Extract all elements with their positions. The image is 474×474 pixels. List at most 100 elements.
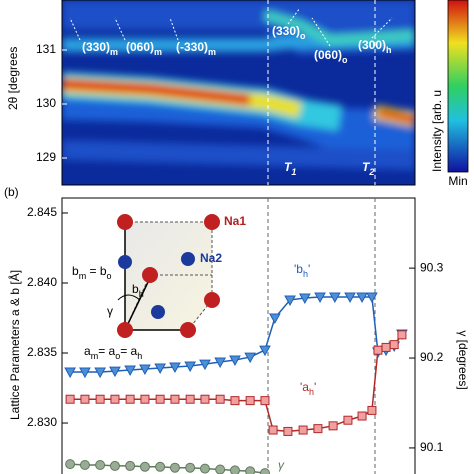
series-label-part: '	[314, 380, 316, 394]
y2-tick-label: 90.1	[420, 440, 444, 454]
inset-label-part: γ	[107, 304, 113, 318]
colorbar-min: Min	[448, 174, 467, 188]
y-tick-label: 131	[36, 42, 56, 56]
point	[268, 425, 278, 435]
point	[169, 362, 181, 374]
y-axis-label: Lattice Parameters a & b [Å]	[7, 270, 22, 420]
inset-label-sub: m	[79, 271, 87, 281]
series-label: 'ah'	[300, 380, 316, 397]
peak-label-sub: m	[154, 47, 162, 57]
y-tick-label: 2.835	[27, 345, 57, 359]
inset-label: γ	[107, 304, 113, 318]
peak-label: (330)o	[272, 24, 306, 41]
peak-label-part: (330)	[272, 24, 300, 38]
inset-label-part: Na1	[224, 214, 246, 228]
peak-label-sub: m	[110, 47, 118, 57]
point	[299, 293, 311, 305]
point	[269, 313, 281, 325]
y-axis-label: 2θ [degrees	[6, 47, 20, 110]
heatmap-image	[62, 0, 415, 185]
point	[154, 363, 166, 375]
peak-label-part: (-330)	[176, 40, 208, 54]
point	[298, 425, 308, 435]
peak-label-part: (330)	[82, 40, 110, 54]
inset-label-sub: h	[137, 351, 142, 361]
point	[367, 405, 377, 415]
colorbar	[447, 0, 469, 173]
y2-axis-label: γ [degrees]	[456, 330, 470, 389]
inset-label-part: = a	[120, 344, 137, 358]
point	[109, 366, 121, 378]
point	[79, 460, 90, 471]
point	[94, 367, 106, 379]
series-label: γ	[278, 458, 285, 472]
point	[169, 462, 180, 473]
point	[229, 465, 240, 474]
point	[314, 292, 326, 304]
inset-label: Na2	[200, 251, 222, 265]
point	[284, 295, 296, 306]
point	[381, 342, 391, 352]
point	[328, 421, 338, 431]
point	[259, 345, 271, 357]
colorbar-label: Intensity [arb. u	[430, 90, 444, 172]
inset-label-sub: o	[107, 271, 112, 281]
point	[259, 468, 270, 474]
peak-label: T1	[284, 160, 296, 177]
point	[109, 460, 120, 471]
point	[139, 364, 151, 376]
point	[366, 292, 378, 304]
inset-label-sub: m	[91, 351, 99, 361]
point	[95, 394, 105, 404]
point	[230, 396, 240, 406]
leader-line	[114, 17, 126, 41]
peak-label-sub: o	[300, 31, 306, 41]
y-tick-label: 129	[36, 150, 56, 164]
point	[357, 411, 367, 421]
inset-label: bm = bo	[72, 264, 112, 281]
peak-label: (-330)m	[176, 40, 216, 57]
peak-label-sub: 1	[291, 167, 296, 177]
top-frame	[61, 0, 416, 186]
point	[389, 340, 399, 350]
point	[185, 394, 195, 404]
point	[214, 357, 226, 369]
point	[215, 394, 225, 404]
point	[64, 367, 76, 379]
series-label-part: '	[308, 262, 310, 276]
inset-label-sub: o	[115, 351, 120, 361]
inset-label: Na1	[224, 214, 246, 228]
inset-label-part: = a	[98, 344, 115, 358]
inset-label-part: b	[132, 282, 139, 296]
series-label-part: 'b	[294, 262, 303, 276]
inset-label: bh	[132, 282, 144, 299]
point	[199, 463, 210, 474]
peak-label-sub: o	[342, 55, 348, 65]
leader-line	[371, 17, 393, 39]
peak-label-part: T	[362, 160, 371, 174]
peak-label-sub: h	[386, 45, 392, 55]
peak-label-part: (060)	[126, 40, 154, 54]
inset-label-part: = b	[86, 264, 107, 278]
point	[283, 426, 293, 436]
point	[65, 394, 75, 404]
point	[329, 292, 341, 304]
point	[313, 424, 323, 434]
series-label-part: 'a	[300, 380, 309, 394]
peak-label-part: (060)	[314, 48, 342, 62]
leader-line	[287, 7, 301, 25]
point	[124, 365, 136, 376]
panel-label: (b)	[4, 185, 19, 199]
point	[245, 466, 256, 474]
peak-label: T2	[362, 160, 374, 177]
peak-label: (060)m	[126, 40, 162, 57]
peak-label-sub: 2	[368, 167, 374, 177]
peak-label: (060)o	[314, 48, 348, 65]
series-label: 'bh'	[294, 262, 310, 279]
inset-label: am= ao= ah	[84, 344, 142, 361]
leader-line	[311, 17, 331, 47]
point	[215, 464, 226, 474]
point	[110, 394, 120, 404]
point	[373, 345, 383, 355]
